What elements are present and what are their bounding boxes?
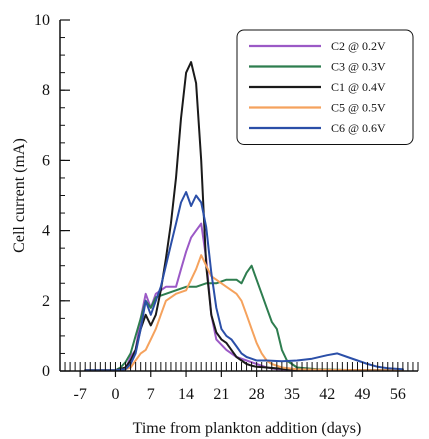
x-tick-label: 56 [390,386,406,403]
x-axis-title: Time from plankton addition (days) [133,420,362,437]
x-tick-label: 7 [147,386,155,403]
series-line-5 [84,191,404,372]
y-tick-label: 0 [42,363,50,380]
y-tick-label: 4 [42,223,50,240]
y-tick-label: 10 [34,12,50,29]
series-line-4 [84,254,404,372]
x-tick-label: 14 [178,386,194,403]
series-line-2 [84,264,404,372]
series-line-3 [84,61,404,372]
ticks-layer [59,19,419,377]
legend-label-3: C1 @ 0.4V [331,80,386,94]
x-tick-label: 42 [319,386,335,403]
y-tick-label: 6 [42,152,50,169]
x-tick-label: 21 [213,386,229,403]
x-tick-label: 49 [355,386,371,403]
x-tick-label: 35 [284,386,300,403]
legend-box [236,29,414,145]
series-layer [84,61,404,372]
x-tick-label: 28 [249,386,265,403]
legend-label-5: C6 @ 0.6V [331,121,386,135]
legend: C2 @ 0.2V C3 @ 0.3V C1 @ 0.4V C5 @ 0.5V C6 @… [236,29,414,145]
legend-label-4: C5 @ 0.5V [331,101,386,115]
x-tick-label: 0 [111,386,119,403]
y-tick-label: 8 [42,82,50,99]
y-axis-title: Cell current (mA) [11,138,28,253]
tick-labels-layer: 0 2 4 6 8 10 -7 0 7 14 21 28 35 42 49 56 [34,12,406,403]
y-tick-label: 2 [42,293,50,310]
x-tick-label: -7 [74,386,87,403]
legend-label-1: C2 @ 0.2V [331,39,386,53]
legend-label-2: C3 @ 0.3V [331,60,386,74]
